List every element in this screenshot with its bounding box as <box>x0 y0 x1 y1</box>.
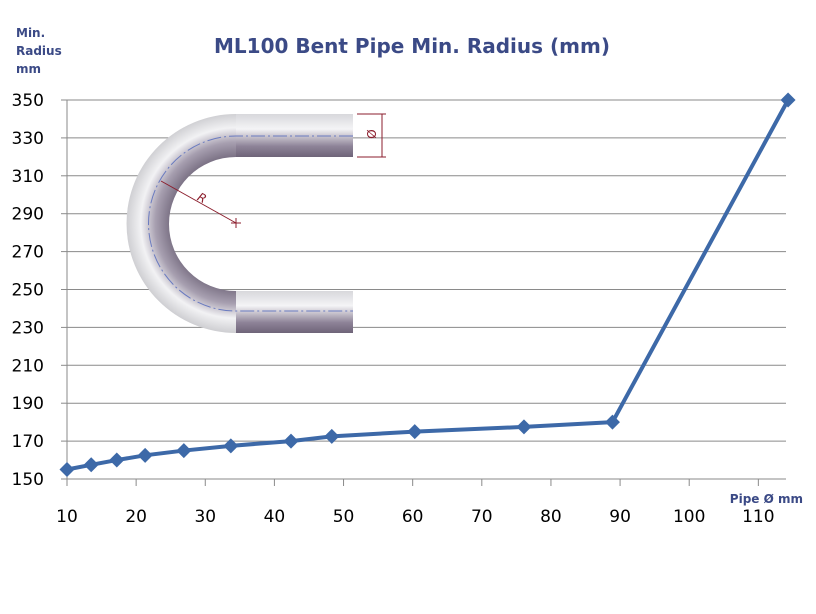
radius-line <box>160 180 237 224</box>
y-axis-label-line-1: Min. <box>16 26 45 40</box>
pipe-bend-body <box>126 114 354 333</box>
x-axis-ticks: 10 20 30 40 50 60 70 80 90 100 110 <box>56 507 774 527</box>
data-point-marker <box>780 92 796 108</box>
data-point-marker <box>223 438 239 454</box>
data-point-marker <box>137 447 153 463</box>
data-point-marker <box>407 424 423 440</box>
y-axis-label-line-3: mm <box>16 62 41 76</box>
x-tick-label: 70 <box>471 507 493 527</box>
data-point-marker <box>109 452 125 468</box>
x-tick-label: 30 <box>194 507 216 527</box>
y-tick-label: 330 <box>12 129 44 149</box>
x-tick-label: 50 <box>333 507 355 527</box>
x-tick-label: 110 <box>742 507 774 527</box>
y-tick-label: 310 <box>12 167 44 187</box>
data-point-marker <box>83 457 99 473</box>
y-axis-ticks: 150 170 190 210 230 250 270 290 310 330 350 <box>12 91 44 490</box>
data-point-marker <box>176 443 192 459</box>
data-point-marker <box>516 419 532 435</box>
series-layer <box>59 92 796 478</box>
pipe-centerline <box>148 135 353 312</box>
x-axis-label: Pipe Ø mm <box>730 492 803 506</box>
data-point-marker <box>59 462 75 478</box>
x-tick-label: 90 <box>609 507 631 527</box>
pipe-bend-illustration: R Ø <box>126 113 386 333</box>
x-tick-label: 40 <box>264 507 286 527</box>
y-tick-label: 350 <box>12 91 44 111</box>
y-tick-label: 150 <box>12 470 44 490</box>
y-tick-label: 210 <box>12 356 44 376</box>
y-tick-label: 250 <box>12 281 44 301</box>
gridlines <box>61 99 786 486</box>
x-tick-label: 100 <box>673 507 705 527</box>
y-axis-label-line-2: Radius <box>16 44 62 58</box>
y-tick-label: 290 <box>12 205 44 225</box>
x-tick-label: 60 <box>402 507 424 527</box>
radius-label: R <box>195 190 209 206</box>
data-point-marker <box>604 414 620 430</box>
y-tick-label: 270 <box>12 243 44 263</box>
chart-title: ML100 Bent Pipe Min. Radius (mm) <box>214 34 610 58</box>
y-tick-label: 230 <box>12 318 44 338</box>
y-tick-label: 190 <box>12 394 44 414</box>
y-tick-label: 170 <box>12 432 44 452</box>
x-tick-label: 80 <box>540 507 562 527</box>
diameter-label: Ø <box>365 129 379 138</box>
x-tick-label: 10 <box>56 507 78 527</box>
pipe-lower-leg <box>236 291 353 333</box>
x-tick-label: 20 <box>125 507 147 527</box>
data-point-marker <box>324 428 340 444</box>
data-point-marker <box>283 433 299 449</box>
